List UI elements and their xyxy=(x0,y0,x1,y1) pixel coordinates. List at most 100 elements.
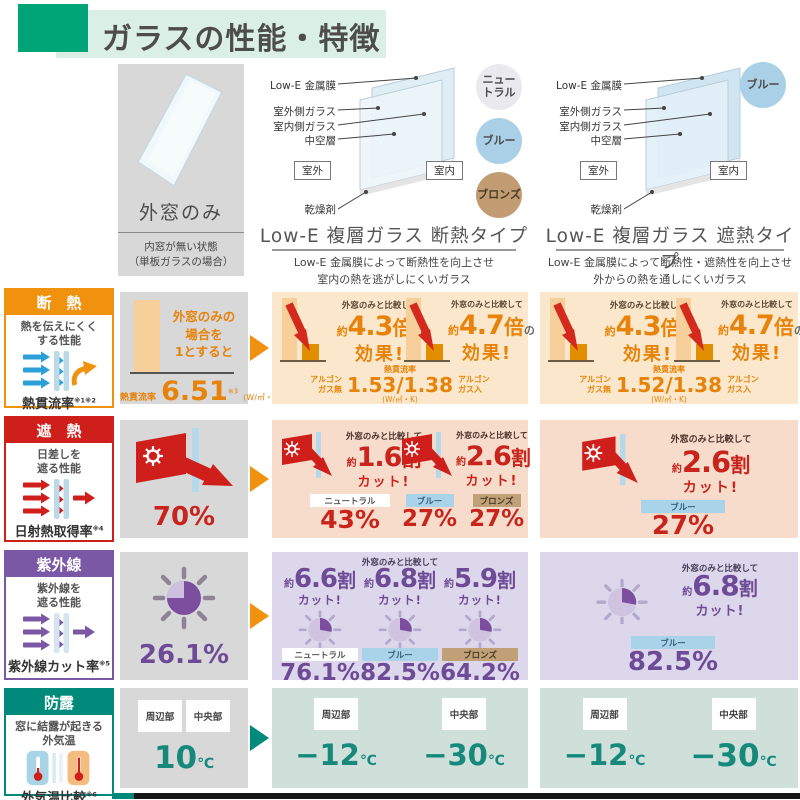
compare-note: 外窓のみと比較して xyxy=(681,564,759,574)
argon-u-value: 1.53/1.38 xyxy=(347,373,453,397)
approx: 約 xyxy=(682,587,693,598)
row-desc-dew: 窓に結露が起きる 外気温 xyxy=(15,720,103,748)
cut-value: 6.6 xyxy=(293,564,338,594)
bar-drop-chart-icon xyxy=(548,298,594,362)
row-label-dew: 防露 窓に結露が起きる 外気温 外気温比較※6 xyxy=(4,688,114,800)
label-air-layer: 中空層 xyxy=(590,135,623,147)
diagram-shading-type: Low-E 金属膜 室外側ガラス 室内側ガラス 中空層 乾燥剤 室外 室内 ブル… xyxy=(542,62,798,288)
effect-block-2: 外窓のみと比較して 約4.7倍の 効果! xyxy=(448,299,535,365)
metric-footnote: ※1※2 xyxy=(74,396,96,405)
row-title-uv: 紫外線 xyxy=(6,552,112,577)
tag-percent-bronze: ブロンズ 27% xyxy=(469,494,524,531)
bottom-bar xyxy=(134,793,800,799)
room-tag-inside: 室内 xyxy=(710,161,747,180)
tag-percent-pair: ブルー 27% ブロンズ 27% xyxy=(402,494,524,531)
tag-percent-blue: ブルー 82.5% xyxy=(618,636,728,676)
uv-cell-insulation-type: 外窓のみと比較して 約6.6割 カット! ニュートラル 76.1% 約6 xyxy=(272,552,528,685)
insulation-cell-insulation-type: 外窓のみと比較して 約4.3倍の 効果! 外窓のみと比較して 約4.7倍の 効果… xyxy=(272,292,535,404)
approx: 約 xyxy=(604,325,616,338)
metric-solar-gain: 日射熱取得率※4 xyxy=(6,521,112,543)
row-title-dew: 防露 xyxy=(6,690,112,715)
uv-group-bronze: 約5.9割 カット! ブロンズ 64.2% xyxy=(440,564,520,685)
metric-footnote: ※4 xyxy=(92,524,104,533)
dew-outer-cell: 周辺部 中央部 10℃ xyxy=(120,688,248,788)
cut-block: 約6.8割 カット! xyxy=(658,572,782,620)
compare-note: 外窓のみと比較して xyxy=(670,435,752,445)
outer-caption: 外窓のみの 場合を 1とすると xyxy=(172,309,236,359)
tag-pill-blue: ブルー xyxy=(641,500,725,513)
outer-u-value: 熱貫流率 6.51※3 (W/㎡・K) xyxy=(120,376,281,407)
u-value: 6.51 xyxy=(161,376,228,407)
cut-value: 5.9 xyxy=(453,564,498,594)
argon-value-stack: 熱貫流率 1.52/1.38 (W/㎡・K) xyxy=(616,366,722,404)
dew-cell-shading-type: 周辺部 −12℃ 中央部 −30℃ xyxy=(540,688,798,788)
u-value-label: 熱貫流率 xyxy=(384,365,416,374)
uv-block-icon xyxy=(6,611,112,656)
percent-value: 76.1% xyxy=(280,660,360,686)
temp-value-block: −12℃ xyxy=(272,738,400,772)
approx: 約 xyxy=(336,325,348,338)
temp-value-block: 10℃ xyxy=(120,740,248,776)
cut-value-line: 約6.8割 xyxy=(658,572,782,600)
uv-pie-sun-icon xyxy=(298,610,342,648)
approx: 約 xyxy=(456,457,466,468)
cut-block: 外窓のみと比較して 約2.6割 カット! xyxy=(652,432,770,497)
right-arrow-icon xyxy=(250,335,269,361)
room-tag-inside: 室内 xyxy=(426,161,463,180)
cut-value: 6.8 xyxy=(692,569,740,602)
metric-uv-cut: 紫外線カット率※5 xyxy=(6,656,112,678)
temp-value-block: −30℃ xyxy=(400,738,528,772)
shading-outer-cell: 70% xyxy=(120,420,248,538)
label-outer-glass: 室外側ガラス xyxy=(273,106,336,118)
cut-value: 6.8 xyxy=(373,564,418,594)
dew-cell-edge: 周辺部 −12℃ xyxy=(540,688,669,788)
approx: 約 xyxy=(283,579,294,590)
uv-group-blue: 約6.8割 カット! ブルー 82.5% xyxy=(360,564,440,686)
metric-label: 外気温比較 xyxy=(21,790,87,800)
tag-pill-neutral: ニュートラル xyxy=(282,648,358,661)
temp-value-block: −12℃ xyxy=(540,738,669,772)
cut-word: カット! xyxy=(695,604,745,619)
cut-unit: 割 xyxy=(738,578,758,600)
row-desc-shading: 日差しを 遮る性能 xyxy=(37,448,81,476)
metric-footnote: ※5 xyxy=(99,659,110,668)
effect-value-line: 約4.7倍の xyxy=(718,312,800,339)
compare-note: 外窓のみと比較して xyxy=(609,301,687,311)
cut-value: 2.6 xyxy=(466,441,512,472)
temp-tag-edge: 周辺部 xyxy=(314,698,358,730)
label-air-layer: 中空層 xyxy=(304,135,337,147)
argon-without-label: アルゴン ガス無 xyxy=(310,375,342,394)
compare-note: 外窓のみと比較して xyxy=(721,300,793,309)
label-outer-glass: 室外側ガラス xyxy=(559,106,622,118)
percent-value: 82.5% xyxy=(360,660,440,686)
outer-window-note: 内窓が無い状態 （単板ガラスの場合） xyxy=(118,240,244,269)
metric-label: 紫外線カット率 xyxy=(8,660,100,675)
label-desiccant: 乾燥剤 xyxy=(304,204,337,216)
bar-drop-chart-icon xyxy=(674,298,720,362)
title-underline xyxy=(556,249,784,251)
cut-value-line: 約2.6割 xyxy=(456,441,531,472)
insulation-type-title: Low-E 複層ガラス 断熱タイプ xyxy=(259,226,529,247)
shading-cell-insulation-type: 外窓のみと比較して 約1.6割 カット! ニュートラル 43% 外窓のみと比較し… xyxy=(272,420,531,538)
cut-word: カット! xyxy=(357,475,411,490)
temp-value: −12 xyxy=(295,738,360,772)
cut-value-line: 約2.6割 xyxy=(652,448,770,477)
temp-unit: ℃ xyxy=(759,754,777,770)
solar-gain-value: 70% xyxy=(152,502,216,532)
compare-note: 外窓のみと比較して xyxy=(345,432,423,442)
shading-desc-line1: Low-E 金属膜によって断熱性・遮熱性を向上させ xyxy=(547,256,793,269)
compare-note: 外窓のみと比較して xyxy=(361,558,439,568)
swatch-neutral: ニュー トラル xyxy=(476,64,522,110)
temp-value: −30 xyxy=(690,738,760,774)
right-arrow-icon xyxy=(250,603,269,629)
cut-unit: 割 xyxy=(510,446,531,470)
approx: 約 xyxy=(443,579,454,590)
swatch-bronze: ブロンズ xyxy=(476,172,522,218)
effect-multiplier: 4.3 xyxy=(347,311,394,342)
argon-with-label: アルゴン ガス入 xyxy=(458,375,490,394)
tag-pill-blue: ブルー xyxy=(405,494,454,507)
u-value-label: 熱貫流率 xyxy=(653,365,685,374)
argon-value-stack: 熱貫流率 1.53/1.38 (W/㎡・K) xyxy=(347,366,453,404)
effect-word: 効果! xyxy=(354,344,406,365)
